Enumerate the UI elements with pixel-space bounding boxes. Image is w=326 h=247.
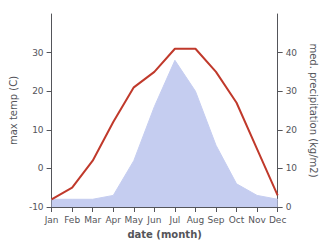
svg-text:Feb: Feb bbox=[64, 215, 80, 225]
svg-text:Oct: Oct bbox=[229, 215, 245, 225]
svg-text:Sep: Sep bbox=[208, 215, 225, 225]
svg-text:40: 40 bbox=[286, 48, 298, 58]
svg-text:Nov: Nov bbox=[248, 215, 266, 225]
svg-text:med. precipitation (kg/m2): med. precipitation (kg/m2) bbox=[308, 43, 319, 177]
svg-text:10: 10 bbox=[286, 163, 298, 173]
svg-text:30: 30 bbox=[32, 48, 44, 58]
svg-text:Jan: Jan bbox=[44, 215, 59, 225]
svg-text:30: 30 bbox=[286, 86, 298, 96]
svg-text:max temp (C): max temp (C) bbox=[8, 76, 19, 145]
svg-text:Jun: Jun bbox=[146, 215, 161, 225]
svg-text:0: 0 bbox=[286, 202, 292, 212]
svg-text:10: 10 bbox=[32, 125, 44, 135]
svg-text:20: 20 bbox=[32, 86, 44, 96]
svg-text:-10: -10 bbox=[29, 202, 44, 212]
svg-text:date (month): date (month) bbox=[127, 229, 201, 240]
svg-text:Apr: Apr bbox=[105, 215, 121, 225]
svg-text:Dec: Dec bbox=[269, 215, 286, 225]
svg-text:May: May bbox=[124, 215, 143, 225]
svg-text:Aug: Aug bbox=[187, 215, 205, 225]
svg-text:Jul: Jul bbox=[168, 215, 180, 225]
svg-text:0: 0 bbox=[38, 163, 44, 173]
svg-text:Mar: Mar bbox=[84, 215, 101, 225]
svg-text:20: 20 bbox=[286, 125, 298, 135]
